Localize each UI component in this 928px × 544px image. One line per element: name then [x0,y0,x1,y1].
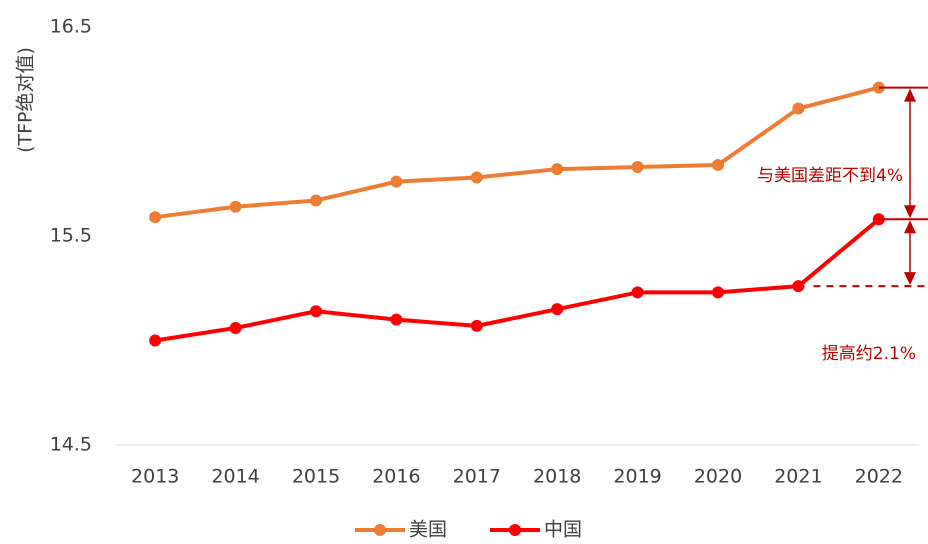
x-tick-label: 2014 [211,466,259,488]
legend-marker [509,524,521,536]
arrow-head [904,88,916,102]
series-point [310,305,322,318]
series-point [470,319,483,332]
annotation-text: 提高约2.1% [822,344,916,364]
legend-marker [374,524,386,536]
x-tick-label: 2021 [774,466,822,488]
annotation-text: 与美国差距不到4% [757,166,903,186]
series-point [390,313,403,326]
y-axis-label: (TFP绝对值) [15,47,37,153]
series-point [712,286,724,299]
series-point [149,211,162,224]
y-tick-label: 16.5 [50,16,92,38]
y-tick-label: 15.5 [50,225,92,247]
series-point [470,171,483,184]
series-point [551,163,564,176]
arrow-head [904,272,916,286]
x-tick-label: 2017 [453,466,501,488]
series-point [149,334,162,347]
x-tick-label: 2020 [694,466,742,488]
series-point [310,194,322,207]
series-point [712,158,724,171]
series-point [229,321,242,334]
arrow-head [904,220,916,234]
series-line [154,217,881,343]
series-point [551,303,564,316]
y-tick-label: 14.5 [50,434,92,456]
series-point [792,102,805,115]
x-tick-label: 2019 [613,466,661,488]
arrow-head [904,205,916,219]
x-tick-label: 2022 [855,466,903,488]
series-point [631,286,644,299]
x-tick-label: 2018 [533,466,581,488]
x-tick-label: 2013 [131,466,179,488]
series-point [631,161,644,174]
series-point [229,200,242,213]
series-line [154,85,880,220]
legend-label: 美国 [409,519,447,541]
series-point [390,175,403,188]
legend-label: 中国 [544,519,582,541]
x-tick-label: 2015 [292,466,340,488]
series-point [792,280,805,293]
x-tick-label: 2016 [372,466,420,488]
